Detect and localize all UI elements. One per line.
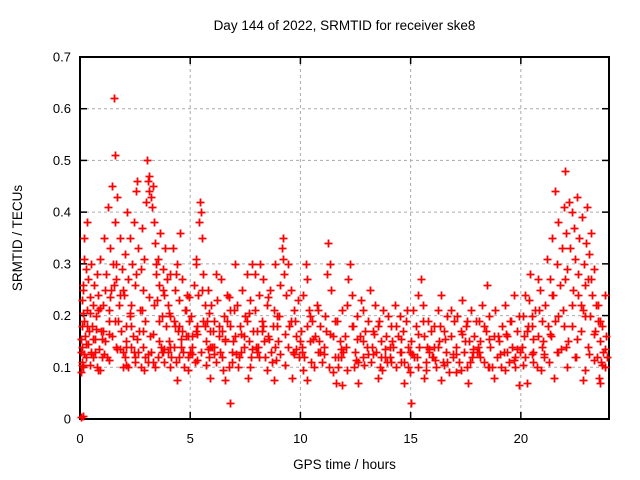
- x-tick-label: 5: [187, 431, 194, 446]
- axis-ticks: [79, 56, 609, 420]
- x-axis-label: GPS time / hours: [293, 457, 396, 472]
- axis-tick-labels: 0 5 10 15 20 0 0.1 0.2 0.3 0.4 0.5 0.6 0.7: [53, 50, 528, 447]
- scatter-points: [77, 94, 612, 422]
- x-tick-label: 15: [403, 431, 417, 446]
- y-tick-label: 0.5: [53, 153, 71, 168]
- plot-frame: [79, 56, 610, 420]
- y-tick-label: 0.2: [53, 308, 71, 323]
- chart-title: Day 144 of 2022, SRMTID for receiver ske…: [214, 18, 476, 33]
- y-tick-label: 0.3: [53, 256, 71, 271]
- gridlines: [80, 57, 609, 419]
- y-tick-label: 0.6: [53, 101, 71, 116]
- scatter-plus-markers: [77, 94, 612, 422]
- y-axis-label: SRMTID / TECUs: [10, 185, 25, 292]
- x-tick-label: 20: [514, 431, 528, 446]
- x-tick-label: 10: [293, 431, 307, 446]
- y-tick-label: 0.4: [53, 205, 71, 220]
- y-tick-label: 0: [64, 412, 71, 427]
- y-tick-label: 0.7: [53, 50, 71, 65]
- frame-border: [79, 56, 610, 420]
- x-tick-label: 0: [76, 431, 83, 446]
- y-tick-label: 0.1: [53, 360, 71, 375]
